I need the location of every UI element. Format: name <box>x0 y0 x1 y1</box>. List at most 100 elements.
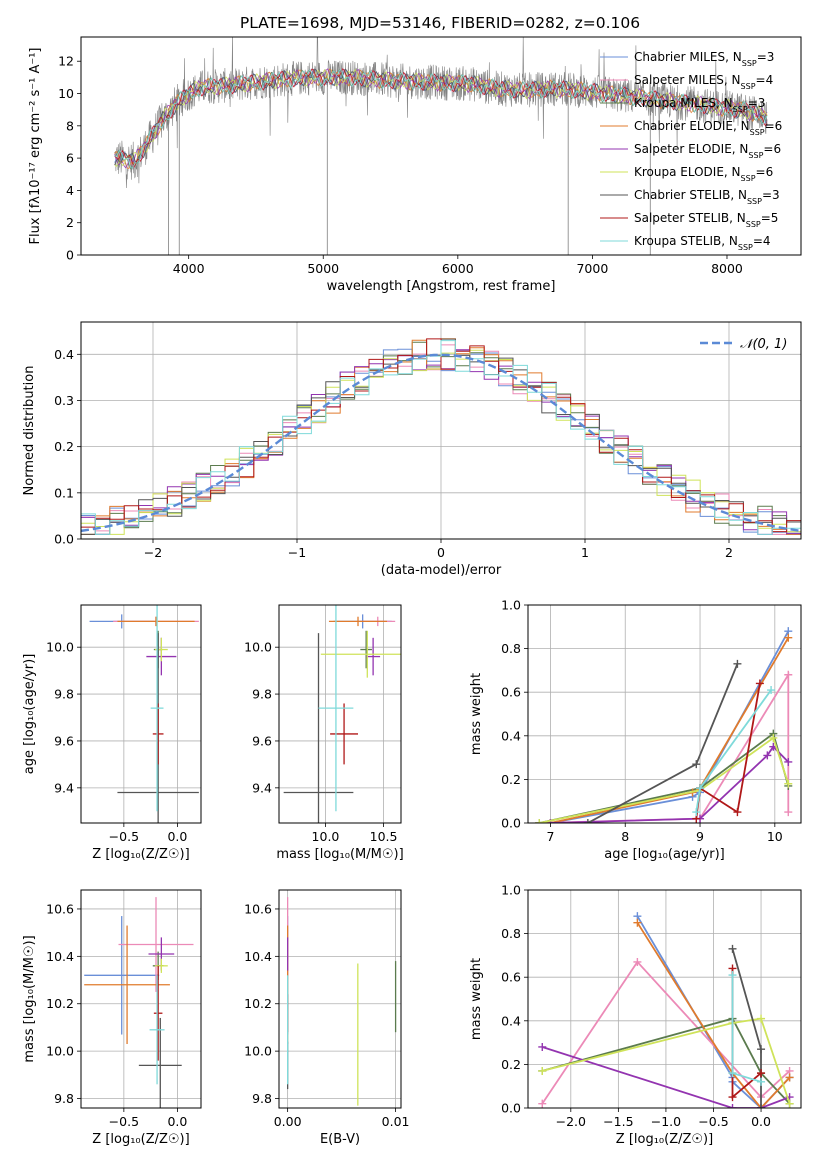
x-tick-label: −1.5 <box>603 1114 633 1129</box>
panel-mass-vs-ebv: 0.00 0.01 9.8 10.0 10.2 10.4 10.6 E(B-V) <box>244 889 410 1147</box>
weight-marker <box>733 659 742 668</box>
weight-marker <box>757 1045 766 1054</box>
y-tick-label: 0.4 <box>501 1013 521 1028</box>
panels: 4000 5000 6000 7000 8000024681012wavelength … <box>22 36 802 1147</box>
weight-marker <box>733 808 742 817</box>
weight-marker <box>769 733 778 742</box>
x-tick-label: −1.0 <box>651 1114 681 1129</box>
x-axis-label: wavelength [Angstrom, rest frame] <box>327 279 556 294</box>
y-tick-label: 0.6 <box>501 685 521 700</box>
weight-line-kroupa-elodie <box>542 1017 791 1104</box>
weight-marker <box>763 751 772 760</box>
legend-label: Salpeter STELIB, NSSP=5 <box>634 211 778 229</box>
x-axis-label: Z [log₁₀(Z/Z☉)] <box>92 1132 189 1147</box>
panel-residuals: −2 −1 0 1 2 0.0 0.1 0.2 0.3 0.4 (data-model)/error… <box>22 321 802 578</box>
weight-marker <box>692 760 701 769</box>
x-axis-label: age [log₁₀(age/yr)] <box>604 847 725 862</box>
model-line-kroupa-stelib <box>114 68 768 169</box>
legend-label: Kroupa MILES, NSSP=3 <box>634 96 765 114</box>
y-tick-label: 0.2 <box>501 1057 521 1072</box>
axes-frame <box>80 604 202 824</box>
model-line-salpeter-stelib <box>114 68 768 168</box>
y-tick-label: 0 <box>66 248 74 263</box>
y-tick-label: 0.0 <box>501 1101 521 1116</box>
legend-label: 𝒩(0, 1) <box>740 337 787 352</box>
panel-mass-weight-vs-age: 7 8 9 10 0.0 0.2 0.4 0.6 0.8 1.0 age [log₁₀(age/yr… <box>469 598 802 862</box>
x-tick-label: 8000 <box>711 261 743 276</box>
y-tick-label: 1.0 <box>501 598 521 613</box>
spectrum-plot-area <box>114 37 768 255</box>
observed-spectrum-line <box>114 37 768 189</box>
x-axis-label: E(B-V) <box>320 1132 360 1147</box>
x-tick-label: 10.5 <box>370 829 398 844</box>
age-vs-mass-plot-area <box>283 605 401 823</box>
residuals-plot-area <box>81 338 801 535</box>
axes-frame <box>527 604 802 824</box>
axes-frame <box>278 889 402 1109</box>
weight-line-salpeter-miles <box>541 960 791 1105</box>
x-tick-label: 5000 <box>307 261 339 276</box>
weight-marker <box>535 819 544 823</box>
weight-marker <box>785 1073 794 1082</box>
y-tick-label: 10.2 <box>244 996 272 1011</box>
x-tick-label: 4000 <box>173 261 205 276</box>
weight-marker <box>767 686 776 695</box>
y-axis-label: mass weight <box>469 673 484 755</box>
y-tick-label: 10.2 <box>46 996 74 1011</box>
weight-marker <box>757 1104 766 1108</box>
y-tick-label: 0.4 <box>54 347 74 362</box>
weight-marker <box>784 633 793 642</box>
axes-frame <box>278 604 402 824</box>
figure-title: PLATE=1698, MJD=53146, FIBERID=0282, z=0… <box>240 14 640 32</box>
x-axis-label: Z [log₁₀(Z/Z☉)] <box>92 847 189 862</box>
y-axis-label: mass weight <box>469 958 484 1040</box>
x-tick-label: 0.01 <box>382 1114 410 1129</box>
y-tick-label: 4 <box>66 183 74 198</box>
x-tick-label: 7 <box>546 829 554 844</box>
x-tick-label: 0.0 <box>167 1114 187 1129</box>
spectrum-legend: Chabrier MILES, NSSP=3 Salpeter MILES, NS… <box>600 50 782 252</box>
mass-vs-Z-plot-area <box>84 897 194 1108</box>
weight-marker <box>784 757 793 766</box>
weight-line-kroupa-miles <box>542 1017 791 1105</box>
y-tick-label: 9.8 <box>54 687 74 702</box>
y-tick-label: 10.0 <box>46 640 74 655</box>
weight-marker <box>538 1099 547 1108</box>
y-tick-label: 0.0 <box>501 816 521 831</box>
y-axis-label: mass [log₁₀(M/M☉)] <box>22 935 37 1062</box>
x-tick-label: 10.0 <box>312 829 340 844</box>
y-axis-label: age [log₁₀(age/yr)] <box>22 654 37 775</box>
weight-marker <box>784 779 793 788</box>
y-tick-label: 9.8 <box>54 1091 74 1106</box>
x-tick-label: −0.5 <box>109 829 139 844</box>
y-tick-label: 10.0 <box>244 1044 272 1059</box>
model-line-chabrier-stelib <box>114 68 768 166</box>
legend-label: Chabrier MILES, NSSP=3 <box>634 50 774 68</box>
weight-marker <box>728 971 737 980</box>
axes-frame <box>80 321 802 540</box>
weight-marker <box>785 1099 794 1108</box>
x-tick-label: −2 <box>144 545 162 560</box>
x-tick-label: 0 <box>437 545 445 560</box>
legend-label: Salpeter MILES, NSSP=4 <box>634 73 773 91</box>
y-tick-label: 0.2 <box>54 439 74 454</box>
y-axis-label: Normed distribution <box>22 366 37 496</box>
panel-age-vs-Z: −0.5 0.0 9.4 9.6 9.8 10.0 Z [log₁₀(Z/Z☉)] age [… <box>22 604 202 862</box>
y-tick-label: 0.3 <box>54 393 74 408</box>
y-tick-label: 9.8 <box>252 1091 272 1106</box>
legend-label: Chabrier ELODIE, NSSP=6 <box>634 119 782 137</box>
legend-label: Chabrier STELIB, NSSP=3 <box>634 188 780 206</box>
y-tick-label: 10.4 <box>244 949 272 964</box>
weight-marker <box>757 1077 766 1086</box>
legend-label: Kroupa STELIB, NSSP=4 <box>634 234 771 252</box>
y-tick-label: 0.8 <box>501 641 521 656</box>
weight-line-chabrier-elodie <box>636 922 791 1108</box>
x-tick-label: 0.00 <box>274 1114 302 1129</box>
y-tick-label: 9.6 <box>54 733 74 748</box>
panel-mass-weight-vs-Z: −2.0 −1.5 −1.0 −0.5 0.0 0.0 0.2 0.4 0.6 0.8 1.0 Z [… <box>469 883 802 1147</box>
age-vs-Z-plot-area <box>89 605 199 823</box>
axes-frame <box>527 889 802 1109</box>
axes-frame <box>80 36 802 256</box>
weight-marker <box>583 819 592 823</box>
mass-weight-vs-age-plot-area <box>535 627 793 823</box>
